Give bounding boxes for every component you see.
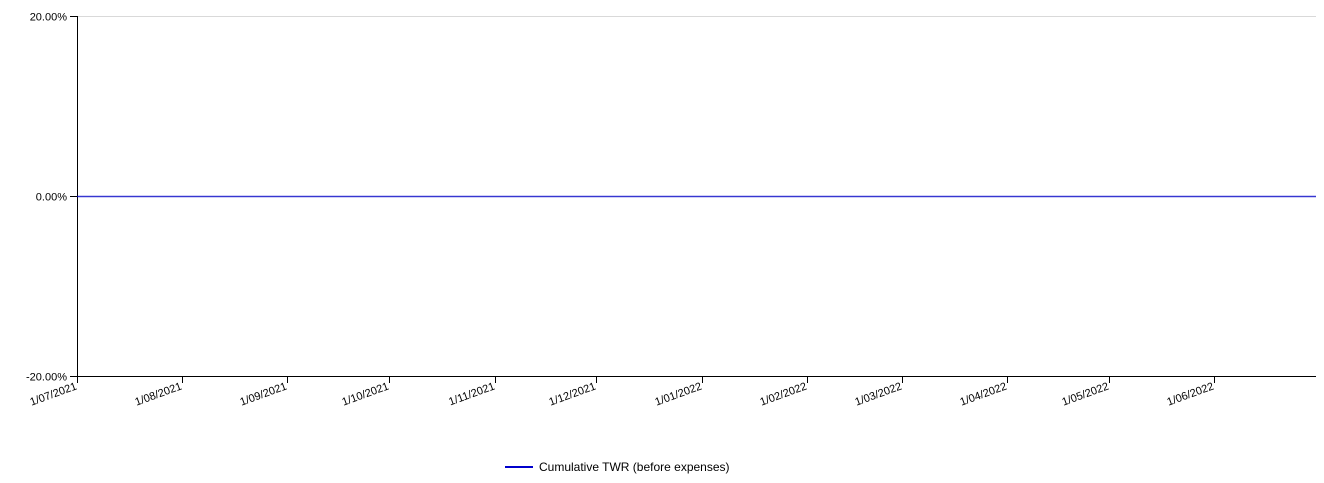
y-tick-label: 0.00% — [36, 192, 67, 204]
x-tick-label: 1/11/2021 — [447, 381, 496, 409]
x-tick-label: 1/05/2022 — [1060, 381, 1110, 409]
x-tick-label: 1/09/2021 — [238, 381, 288, 409]
y-tick-label: 20.00% — [30, 12, 68, 24]
x-tick-label: 1/06/2022 — [1165, 381, 1215, 409]
x-tick-label: 1/08/2021 — [133, 381, 183, 409]
x-tick-label: 1/01/2022 — [653, 381, 703, 409]
x-tick-label: 1/10/2021 — [340, 381, 390, 409]
legend-label: Cumulative TWR (before expenses) — [539, 460, 730, 474]
x-tick-label: 1/07/2021 — [28, 381, 78, 409]
x-tick-label: 1/03/2022 — [853, 381, 903, 409]
x-tick-label: 1/04/2022 — [958, 381, 1008, 409]
x-tick-label: 1/12/2021 — [547, 381, 597, 409]
y-tick-label: -20.00% — [26, 372, 67, 384]
x-tick-label: 1/02/2022 — [758, 381, 808, 409]
